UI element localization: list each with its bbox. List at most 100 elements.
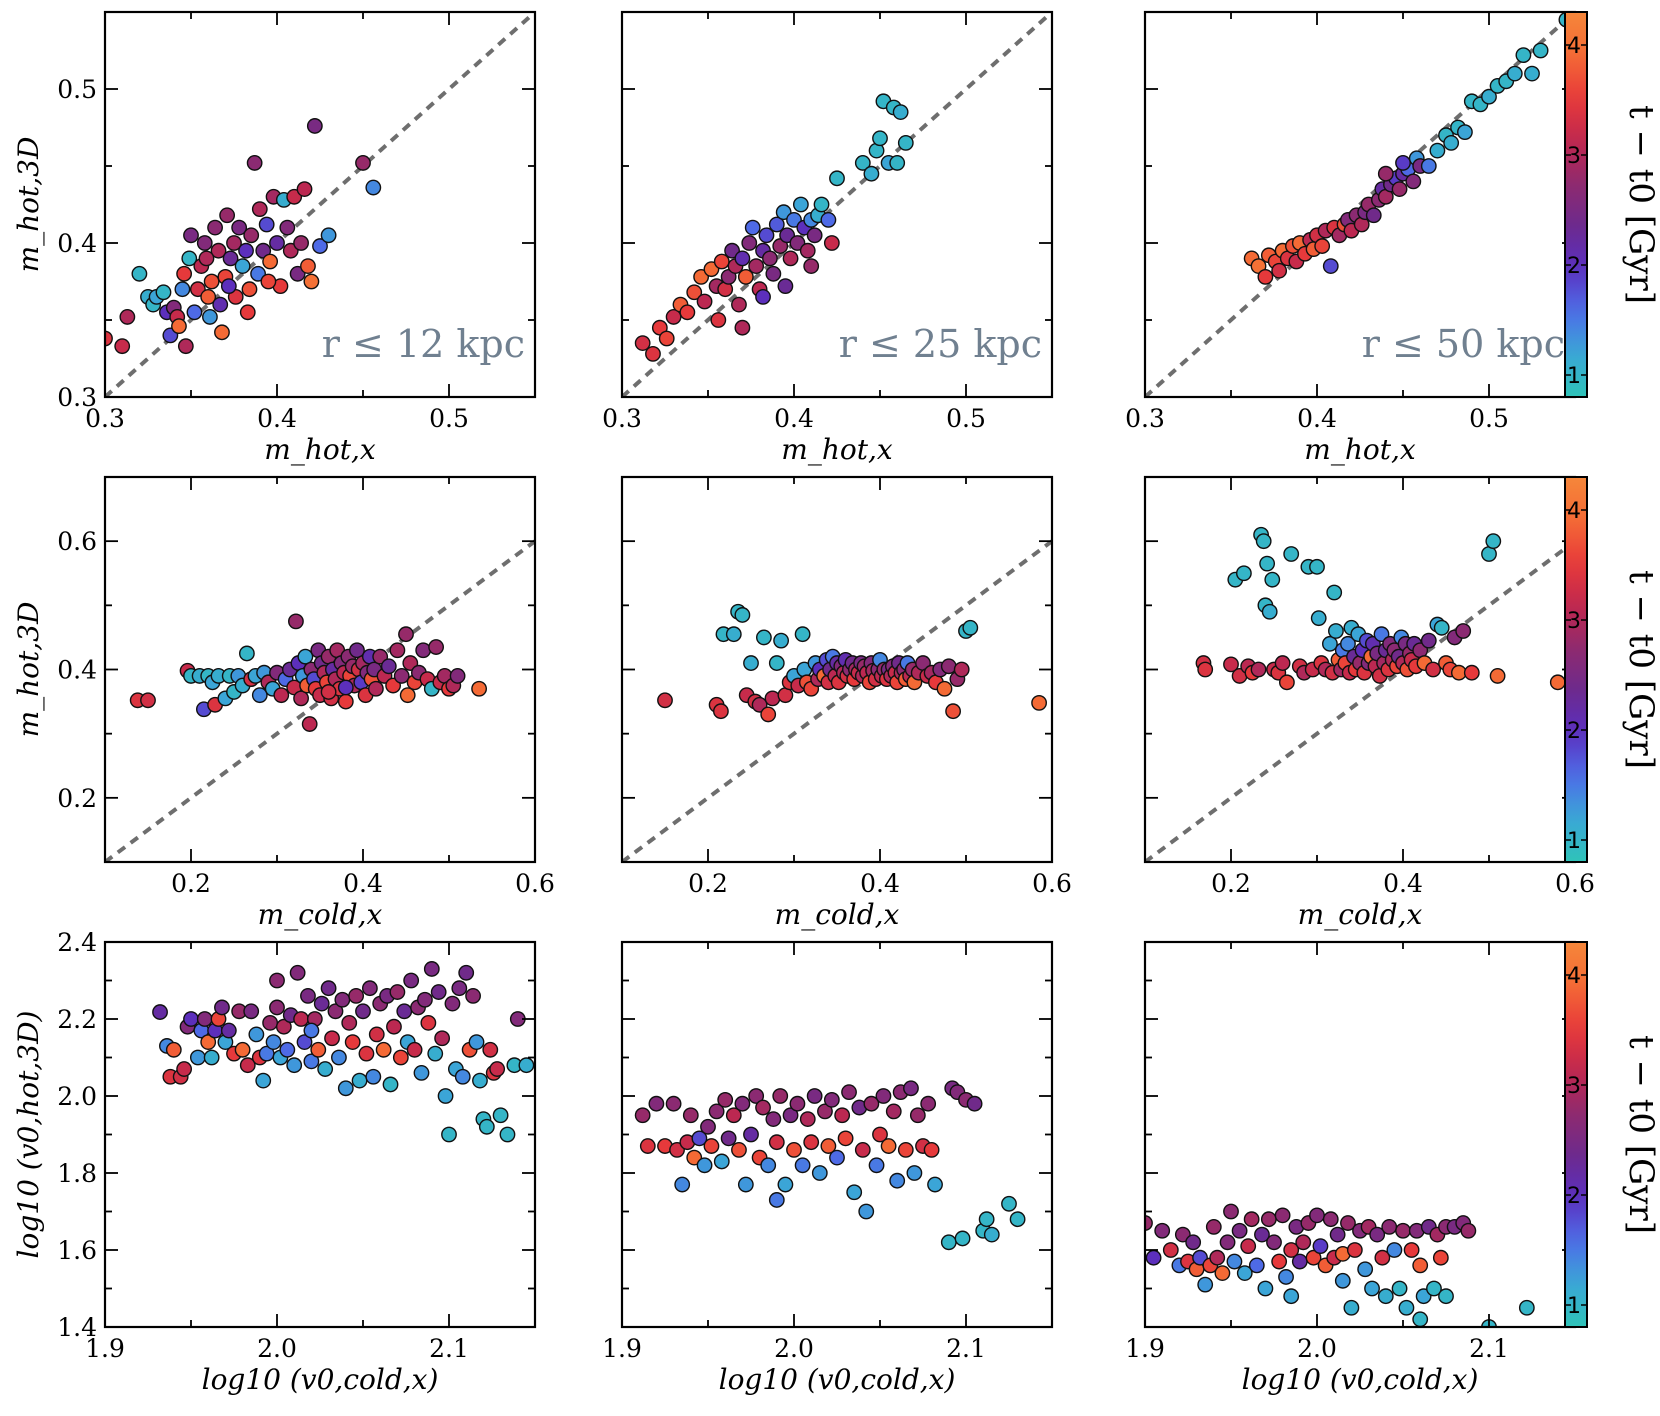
scatter-point [1369, 1226, 1386, 1243]
scatter-point [1343, 1299, 1360, 1316]
panel-r1c1: 0.2 0.4 0.6 [620, 475, 1072, 898]
scatter-point [454, 1068, 471, 1085]
scatter-point [351, 1072, 368, 1089]
scatter-point [863, 165, 880, 182]
scatter-point [794, 626, 811, 643]
scatter-point [834, 1107, 851, 1124]
scatter-point [251, 687, 268, 704]
scatter-point [1322, 1211, 1339, 1228]
scatter-point [380, 658, 397, 675]
colorbar-label: t − t0 [Gyr] [1621, 1035, 1660, 1234]
x-axis-label: m_hot,x [781, 433, 893, 466]
scatter-point [1506, 65, 1523, 82]
scatter-point [1346, 1242, 1363, 1258]
colorbar-tick-label: 2 [1567, 1184, 1581, 1209]
scatter-point [320, 684, 337, 700]
scatter-point [119, 309, 136, 325]
scatter-point [234, 258, 251, 274]
scatter-point [744, 219, 761, 236]
scatter-point [743, 655, 759, 671]
scatter-point [863, 1095, 880, 1112]
scatter-point [823, 235, 840, 251]
scatter-point [1515, 47, 1532, 64]
scatter-point [176, 265, 193, 282]
scatter-point [296, 181, 313, 198]
panel-r2c0: 1.9 2.0 2.1 1.4 1.6 1.8 2.0 2.2 2.4 [57, 928, 537, 1363]
scatter-point [645, 345, 661, 362]
scatter-point [734, 607, 751, 623]
colorbar-tick-label: 3 [1567, 144, 1581, 169]
x-axis-label: log10 (v0,cold,x) [719, 1363, 956, 1396]
scatter-point [1271, 1253, 1288, 1270]
scatter-point [829, 1149, 845, 1166]
scatter-point [1340, 635, 1356, 652]
y-tick-label: 0.4 [57, 229, 97, 258]
scatter-point [1291, 1253, 1308, 1270]
scatter-point [403, 972, 420, 989]
scatter-point [207, 219, 223, 236]
scatter-point [717, 1091, 734, 1108]
scatter-point [1283, 1288, 1300, 1305]
scatter-point [200, 1034, 217, 1051]
scatter-point [1391, 1280, 1408, 1297]
scatter-point [1009, 1211, 1026, 1228]
scatter-point [892, 104, 909, 121]
scatter-point [768, 1192, 785, 1208]
scatter-point [872, 1126, 888, 1143]
scatter-point [737, 268, 754, 285]
scatter-point [854, 1142, 871, 1158]
scatter-point [489, 1061, 506, 1077]
scatter-point [1429, 142, 1446, 159]
scatter-point [953, 661, 970, 678]
scatter-point [1214, 1265, 1231, 1282]
scatter-point [415, 642, 432, 659]
scatter-point [1283, 1242, 1300, 1258]
scatter-point [258, 216, 275, 233]
scatter-point [313, 995, 330, 1012]
scatter-point [777, 1176, 794, 1193]
scatter-point [820, 211, 837, 228]
x-tick-label: 0.4 [1297, 404, 1337, 433]
x-tick-label: 2.1 [429, 1334, 469, 1363]
x-tick-label: 0.6 [1555, 869, 1595, 898]
scatter-point [297, 648, 314, 665]
x-axis-label: log10 (v0,cold,x) [202, 1363, 439, 1396]
scatter-point [1322, 258, 1339, 274]
scatter-point [1432, 1249, 1449, 1266]
points [105, 118, 382, 355]
scatter-point [365, 1068, 382, 1085]
scatter-point [1279, 674, 1295, 691]
x-tick-label: 2.0 [257, 1334, 297, 1363]
x-tick-label: 0.2 [1211, 869, 1251, 898]
scatter-point [889, 1172, 906, 1189]
colorbar-label: t − t0 [Gyr] [1621, 570, 1660, 769]
scatter-point [393, 668, 410, 684]
scatter-point [293, 235, 309, 251]
scatter-point [885, 1103, 902, 1120]
colorbar-tick-label: 1 [1567, 829, 1581, 854]
scatter-point [837, 1130, 854, 1147]
scatter-point [768, 216, 785, 233]
scatter-point [131, 265, 148, 282]
scatter-point [368, 1026, 385, 1043]
scatter-point [303, 273, 320, 290]
scatter-point [226, 235, 242, 251]
scatter-point [114, 338, 131, 355]
scatter-point [903, 1080, 919, 1097]
x-tick-label: 0.4 [1383, 869, 1423, 898]
scatter-point [1485, 533, 1502, 550]
x-tick-label: 0.6 [1032, 869, 1072, 898]
scatter-point [803, 258, 820, 274]
scatter-point [186, 304, 203, 321]
scatter-point [782, 250, 799, 267]
panel-r0c0: 0.3 0.4 0.5 0.3 0.4 0.5 r ≤ 12 kpc [57, 10, 537, 433]
scatter-point [940, 658, 957, 675]
scatter-point [1236, 565, 1252, 582]
scatter-point [1274, 655, 1291, 671]
scatter-point [210, 242, 227, 259]
scatter-point [203, 1049, 220, 1066]
scatter-point [176, 1061, 193, 1077]
colorbar-tick-label: 4 [1567, 499, 1581, 524]
scatter-point [765, 1111, 782, 1128]
scatter-point [334, 991, 351, 1008]
